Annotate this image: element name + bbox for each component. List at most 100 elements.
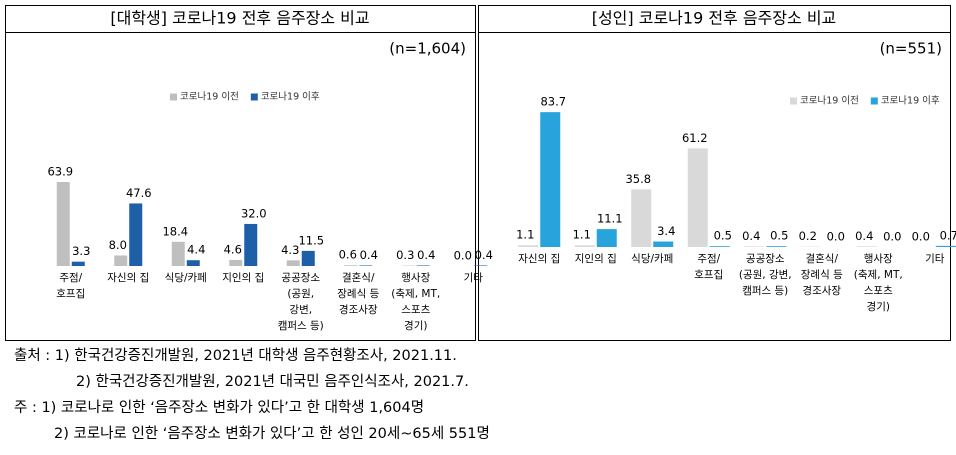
x-tick-label: 결혼식/ — [342, 271, 375, 284]
bar — [687, 148, 708, 247]
value-label: 0.4 — [742, 229, 760, 243]
value-label: 0.0 — [912, 230, 930, 244]
bar — [416, 265, 430, 266]
x-tick-label: 장례식 등 — [337, 288, 379, 300]
x-tick-label: 경기) — [404, 319, 427, 332]
x-tick-label: 캠퍼스 등) — [278, 320, 324, 332]
value-label: 0.4 — [417, 248, 435, 262]
bar — [709, 246, 730, 247]
bar — [631, 189, 652, 247]
legend-swatch — [250, 93, 258, 101]
value-label: 32.0 — [241, 206, 267, 220]
x-tick-label: 강변, — [289, 304, 312, 316]
x-tick-label: 장례식 등 — [801, 269, 843, 281]
bar — [744, 246, 765, 247]
bar — [114, 255, 128, 266]
bar — [474, 265, 488, 266]
legend-swatch — [790, 97, 797, 105]
bar — [229, 259, 243, 266]
value-label: 83.7 — [540, 95, 566, 109]
x-tick-label: 스포츠 — [401, 304, 430, 316]
bar — [344, 265, 358, 266]
x-tick-label: 경조사장 — [802, 284, 841, 297]
x-tick-label: 지인의 집 — [575, 253, 617, 265]
x-tick-label: 자신의 집 — [107, 272, 149, 284]
note: 주 : 1) 코로나로 인한 ‘음주장소 변화가 있다’고 한 대학생 1,60… — [14, 399, 424, 416]
legend-swatch — [170, 93, 177, 101]
x-tick-label: (공원, 강변, — [739, 269, 792, 281]
value-label: 18.4 — [162, 224, 188, 238]
bar — [171, 241, 185, 266]
note: 출처 : 1) 한국건강증진개발원, 2021년 대학생 음주현황조사, 202… — [14, 347, 457, 364]
sample-size: (n=1,604) — [389, 40, 466, 58]
bar — [301, 250, 315, 266]
value-label: 0.7 — [940, 228, 956, 242]
x-tick-label: 캠퍼스 등) — [742, 285, 788, 297]
bar — [596, 229, 617, 247]
bar — [935, 245, 956, 247]
bar — [540, 112, 561, 248]
x-tick-label: 공공장소 — [281, 272, 320, 284]
value-label: 3.4 — [657, 224, 675, 238]
legend-swatch — [870, 97, 878, 105]
bar — [56, 182, 70, 266]
x-tick-label: 기타 — [925, 253, 945, 265]
panel-border — [478, 5, 951, 341]
x-tick-label: 기타 — [464, 272, 484, 284]
x-tick-label: 행사장 — [864, 253, 893, 265]
value-label: 47.6 — [126, 186, 152, 200]
bar — [359, 265, 373, 266]
legend-label: 코로나19 이전 — [180, 92, 239, 103]
value-label: 0.5 — [714, 229, 732, 243]
value-label: 63.9 — [47, 165, 73, 179]
x-tick-label: 지인의 집 — [222, 272, 264, 284]
x-tick-label: 경기) — [867, 300, 890, 313]
value-label: 1.1 — [573, 228, 591, 242]
value-label: 11.1 — [597, 212, 623, 226]
value-label: 8.0 — [109, 238, 127, 252]
value-label: 0.4 — [855, 229, 873, 243]
panel-border — [5, 5, 476, 341]
value-label: 0.6 — [339, 248, 357, 262]
x-tick-label: 호프집 — [56, 288, 85, 300]
value-label: 0.5 — [770, 229, 788, 243]
x-tick-label: (공원, — [287, 288, 314, 300]
value-label: 35.8 — [625, 172, 651, 186]
note: 2) 한국건강증진개발원, 2021년 대국민 음주인식조사, 2021.7. — [76, 373, 469, 390]
x-tick-label: 행사장 — [401, 272, 430, 284]
legend-label: 코로나19 이후 — [881, 96, 940, 107]
value-label: 0.0 — [827, 230, 845, 244]
note: 2) 코로나로 인한 ‘음주장소 변화가 있다’고 한 성인 20세~65세 5… — [54, 425, 490, 442]
x-tick-label: (축제, MT, — [854, 269, 903, 281]
x-tick-label: 스포츠 — [864, 285, 893, 297]
bar — [653, 241, 674, 247]
value-label: 1.1 — [516, 228, 534, 242]
value-label: 0.0 — [883, 230, 901, 244]
bar — [71, 261, 85, 266]
x-tick-label: 주점/ — [697, 253, 720, 265]
chart-title: [성인] 코로나19 전후 음주장소 비교 — [592, 9, 837, 28]
x-tick-label: 식당/카페 — [165, 272, 207, 284]
bar — [766, 246, 787, 247]
legend-label: 코로나19 이전 — [800, 96, 859, 107]
bar — [574, 245, 595, 247]
value-label: 0.0 — [454, 249, 472, 263]
bar — [244, 223, 258, 266]
chart-title: [대학생] 코로나19 전후 음주장소 비교 — [110, 9, 369, 28]
value-label: 0.2 — [799, 229, 817, 243]
x-tick-label: 자신의 집 — [518, 253, 560, 265]
x-tick-label: (축제, MT, — [391, 288, 440, 300]
value-label: 0.4 — [360, 248, 378, 262]
value-label: 0.3 — [396, 248, 414, 262]
value-label: 4.6 — [224, 242, 242, 256]
bar — [186, 260, 200, 266]
value-label: 4.4 — [187, 243, 205, 257]
x-tick-label: 공공장소 — [746, 253, 785, 265]
value-label: 61.2 — [682, 131, 708, 145]
value-label: 11.5 — [298, 233, 324, 247]
x-tick-label: 주점/ — [59, 272, 82, 284]
bar — [286, 260, 300, 266]
x-tick-label: 식당/카페 — [631, 253, 673, 265]
x-tick-label: 호프집 — [694, 269, 723, 281]
value-label: 0.4 — [475, 248, 493, 262]
